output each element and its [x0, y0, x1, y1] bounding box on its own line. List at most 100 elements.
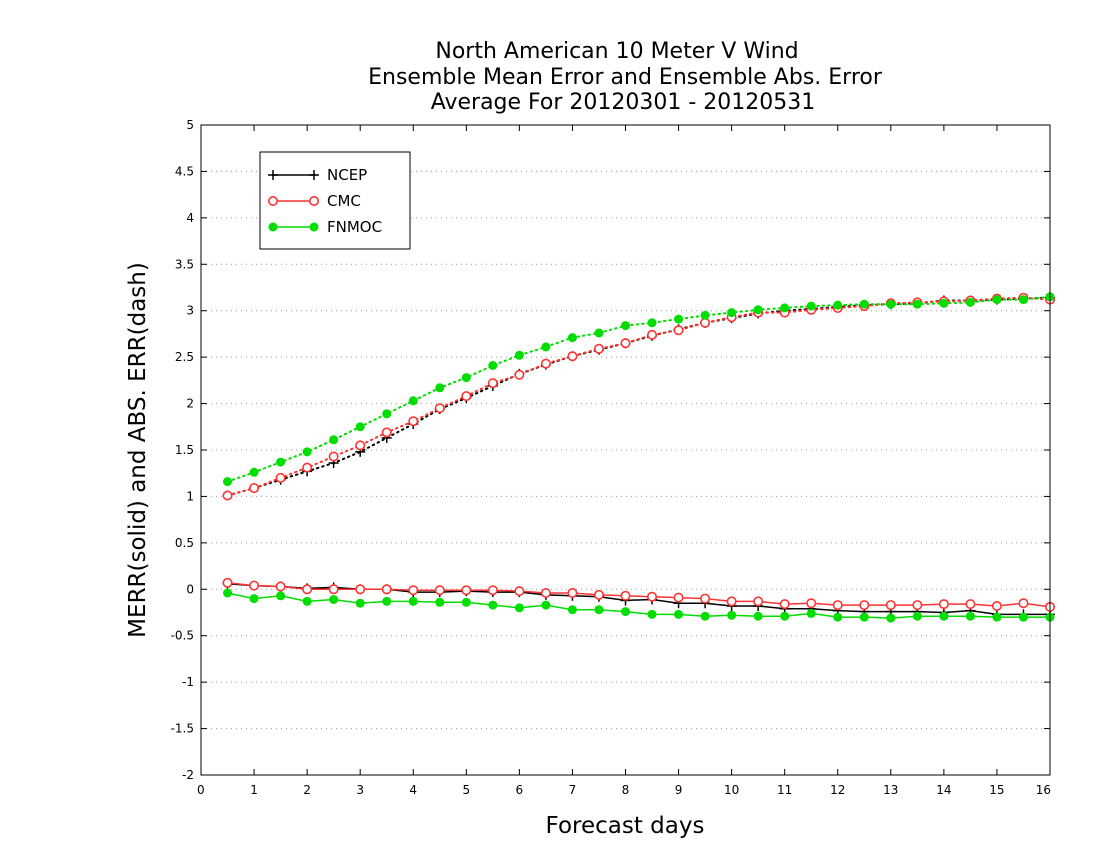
fnmoc-mean-error-point [753, 611, 763, 621]
fnmoc-mean-error-point [780, 611, 790, 621]
x-tick-label: 7 [569, 783, 577, 797]
fnmoc-abs-error-point [780, 303, 790, 313]
fnmoc-mean-error-point [594, 605, 604, 615]
series [222, 292, 1056, 623]
cmc-mean-error-point [912, 600, 923, 611]
x-tick-label: 9 [675, 783, 683, 797]
fnmoc-abs-error-point [461, 373, 471, 383]
cmc-mean-error-point [355, 584, 366, 595]
cmc-mean-error-point [302, 584, 313, 595]
fnmoc-mean-error-point [1018, 612, 1028, 622]
cmc-abs-error-point [567, 351, 578, 362]
title-line-2: Ensemble Mean Error and Ensemble Abs. Er… [368, 65, 883, 90]
fnmoc-abs-error-point [302, 447, 312, 457]
fnmoc-abs-error-point [223, 477, 233, 487]
cmc-mean-error-point [885, 600, 896, 611]
cmc-abs-error-point [673, 325, 684, 336]
legend-marker-end-cmc [308, 196, 319, 207]
y-tick-label: -2 [182, 768, 194, 782]
cmc-abs-error-point [355, 440, 366, 451]
fnmoc-mean-error-point [674, 609, 684, 619]
title-line-1: North American 10 Meter V Wind [435, 39, 798, 64]
x-tick-label: 8 [622, 783, 630, 797]
fnmoc-abs-error-point [939, 298, 949, 308]
y-tick-label: 0 [186, 582, 194, 596]
fnmoc-mean-error-point [886, 613, 896, 623]
fnmoc-mean-error-point [647, 609, 657, 619]
legend-marker-end-fnmoc [309, 222, 319, 232]
fnmoc-abs-error-point [912, 299, 922, 309]
cmc-mean-error-point [222, 577, 233, 588]
x-tick-label: 1 [250, 783, 258, 797]
y-tick-label: 2.5 [175, 350, 194, 364]
fnmoc-abs-error-point [329, 435, 339, 445]
legend-marker-end-ncep [309, 170, 319, 180]
cmc-mean-error-point [487, 585, 498, 596]
x-tick-label: 15 [989, 783, 1004, 797]
fnmoc-mean-error-point [488, 600, 498, 610]
x-axis-label: Forecast days [546, 813, 705, 839]
fnmoc-abs-error-point [408, 396, 418, 406]
cmc-mean-error-point [540, 587, 551, 598]
cmc-mean-error-point [806, 598, 817, 609]
cmc-mean-error-point [700, 593, 711, 604]
fnmoc-abs-error-point [488, 361, 498, 370]
fnmoc-abs-error-point [886, 299, 896, 309]
legend: NCEP CMC FNMOC [259, 151, 411, 250]
y-tick-label: 4 [186, 211, 194, 225]
x-tick-label: 16 [1036, 783, 1051, 797]
fnmoc-mean-error-point [859, 612, 869, 622]
x-tick-label: 3 [356, 783, 364, 797]
fnmoc-mean-error-point [355, 598, 365, 608]
legend-label-fnmoc: FNMOC [327, 218, 382, 236]
cmc-mean-error-point [1018, 598, 1029, 609]
fnmoc-abs-error-point [992, 295, 1002, 305]
fnmoc-abs-error-point [276, 457, 286, 467]
fnmoc-mean-error-point [727, 610, 737, 620]
cmc-mean-error-point [647, 591, 658, 602]
fnmoc-abs-error-point [621, 321, 630, 331]
cmc-abs-error-point [487, 378, 498, 389]
x-tick-label: 0 [197, 783, 205, 797]
y-tick-label: 1 [186, 489, 194, 503]
fnmoc-abs-error-point [1018, 295, 1028, 305]
fnmoc-mean-error-point [965, 611, 975, 621]
cmc-mean-error-point [832, 600, 843, 611]
fnmoc-abs-error-point [859, 299, 869, 309]
y-tick-label: -0.5 [171, 629, 194, 643]
cmc-abs-error-point [461, 391, 472, 402]
cmc-abs-error-point [620, 338, 631, 349]
fnmoc-abs-error-point [753, 305, 763, 315]
cmc-mean-error-point [275, 581, 286, 592]
cmc-abs-error-point [593, 343, 604, 354]
ncep-abs-error-line [226, 296, 1051, 497]
fnmoc-mean-error-point [833, 612, 843, 622]
y-axis-label: MERR(solid) and ABS. ERR(dash) [125, 262, 151, 638]
cmc-mean-error-point [567, 587, 578, 598]
fnmoc-abs-error-line [226, 295, 1051, 483]
legend-marker-start-ncep [268, 170, 278, 180]
legend-box [259, 151, 411, 250]
series-ncep [222, 292, 1055, 620]
fnmoc-mean-error-point [329, 595, 339, 604]
fnmoc-abs-error-point [594, 328, 604, 338]
fnmoc-mean-error-point [992, 612, 1002, 622]
fnmoc-abs-error-point [382, 409, 392, 419]
fnmoc-abs-error-point [806, 301, 816, 311]
x-tick-label: 14 [936, 783, 951, 797]
cmc-mean-error-point [965, 599, 976, 610]
fnmoc-mean-error-point [382, 596, 392, 606]
cmc-mean-error-point [753, 596, 764, 607]
cmc-abs-error-point [302, 462, 313, 473]
cmc-mean-error-point [938, 599, 949, 610]
cmc-mean-error-point [434, 585, 445, 596]
legend-marker-start-fnmoc [268, 222, 278, 232]
cmc-abs-error-point [540, 358, 551, 369]
fnmoc-mean-error-point [567, 605, 577, 615]
fnmoc-mean-error-point [302, 596, 312, 606]
fnmoc-mean-error-point [912, 611, 922, 621]
legend-label-ncep: NCEP [327, 166, 367, 184]
cmc-mean-error-point [408, 585, 419, 596]
fnmoc-abs-error-point [833, 300, 843, 310]
